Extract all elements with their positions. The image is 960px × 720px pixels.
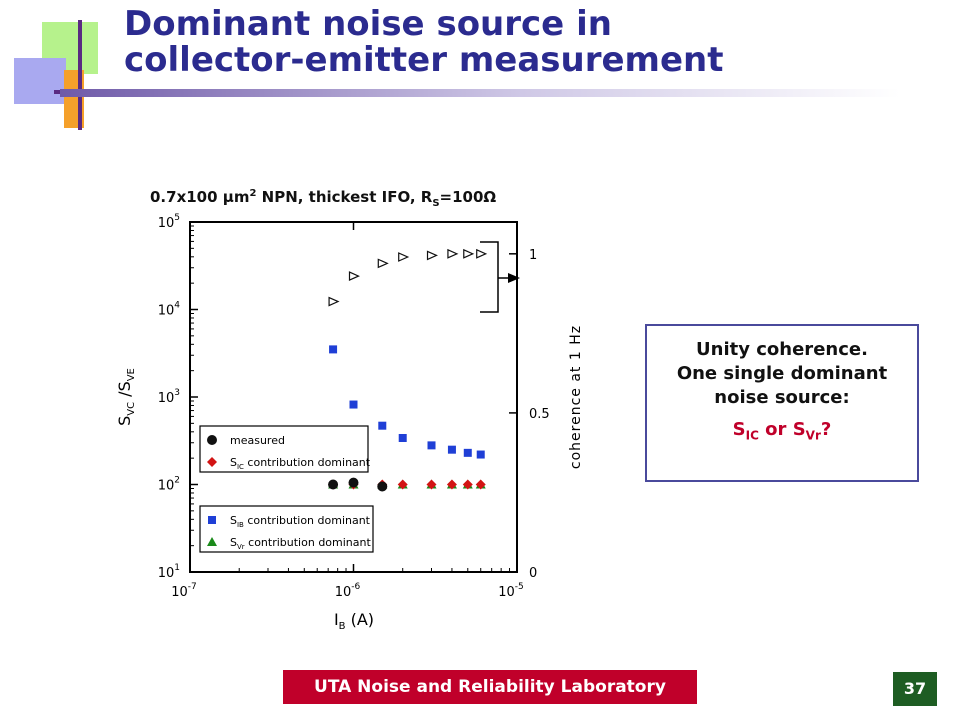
data-point-triangle-right bbox=[426, 250, 438, 261]
slide-title-line2: collector-emitter measurement bbox=[124, 40, 724, 80]
coherence-arrow-head bbox=[508, 273, 520, 283]
corner-decoration bbox=[0, 0, 120, 140]
data-point-square bbox=[378, 421, 387, 430]
y-axis-label-left: SVC /SVE bbox=[115, 368, 137, 426]
data-point-triangle-right bbox=[348, 271, 360, 282]
data-point-diamond bbox=[397, 479, 408, 490]
info-line3: noise source: bbox=[714, 387, 850, 408]
info-box: Unity coherence. One single dominant noi… bbox=[645, 324, 919, 482]
data-point-triangle-right bbox=[463, 248, 475, 259]
info-line2: One single dominant bbox=[676, 363, 888, 384]
legend-marker-diamond bbox=[207, 457, 217, 467]
y-tick-label: 102 bbox=[158, 476, 180, 494]
footer-lab-name: UTA Noise and Reliability Laboratory bbox=[283, 670, 697, 704]
info-question: SIC or SVr? bbox=[732, 419, 832, 443]
coherence-bracket bbox=[480, 241, 499, 313]
chart-title-mid: NPN, thickest IFO, R bbox=[256, 188, 433, 206]
chart-title-sub: S bbox=[432, 198, 440, 209]
data-point-square bbox=[463, 448, 472, 457]
y-axis-label-right: coherence at 1 Hz bbox=[568, 325, 584, 469]
x-tick-label: 10-5 bbox=[498, 582, 524, 600]
y2-tick-label: 0 bbox=[529, 566, 537, 581]
y-tick-label: 101 bbox=[158, 563, 180, 581]
title-underline bbox=[60, 89, 900, 97]
x-tick-label: 10-6 bbox=[335, 582, 361, 600]
slide-title: Dominant noise source in collector-emitt… bbox=[124, 6, 723, 78]
data-point-diamond bbox=[475, 479, 486, 490]
data-point-circle bbox=[348, 477, 359, 488]
legend-label: measured bbox=[230, 434, 285, 447]
slide-title-line1: Dominant noise source in bbox=[124, 4, 612, 44]
y2-tick-label: 1 bbox=[529, 248, 537, 263]
data-point-diamond bbox=[426, 479, 437, 490]
legend-bottom bbox=[199, 505, 374, 553]
chart-title-post: =100Ω bbox=[439, 188, 497, 206]
data-point-square bbox=[398, 433, 407, 442]
data-point-triangle-right bbox=[377, 258, 389, 269]
legend-marker-triangle-up bbox=[207, 537, 217, 546]
data-point-circle bbox=[377, 481, 388, 492]
data-point-diamond bbox=[446, 479, 457, 490]
chart-title: 0.7x100 µm2 NPN, thickest IFO, RS=100Ω bbox=[150, 188, 496, 209]
data-point-triangle-right bbox=[328, 296, 340, 307]
data-point-triangle-right bbox=[398, 252, 410, 262]
data-point-circle bbox=[328, 479, 339, 490]
data-point-square bbox=[329, 345, 338, 354]
data-point-square bbox=[349, 400, 358, 409]
data-point-triangle-right bbox=[476, 248, 488, 259]
y-tick-label: 103 bbox=[158, 388, 180, 406]
legend-label: SIB contribution dominant bbox=[230, 514, 371, 529]
y-tick-label: 105 bbox=[158, 213, 180, 231]
chart-title-pre: 0.7x100 µm bbox=[150, 188, 250, 206]
chart-title-sup: 2 bbox=[249, 188, 257, 199]
page-number: 37 bbox=[893, 672, 937, 706]
x-tick-label: 10-7 bbox=[171, 582, 197, 600]
info-line1: Unity coherence. bbox=[696, 339, 868, 360]
data-point-square bbox=[427, 441, 436, 450]
y2-tick-label: 0.5 bbox=[529, 407, 550, 422]
legend-top bbox=[199, 425, 369, 473]
data-point-square bbox=[476, 450, 485, 459]
x-axis-label: IB (A) bbox=[334, 610, 374, 632]
legend-marker-circle bbox=[207, 435, 217, 445]
y-tick-label: 104 bbox=[158, 301, 181, 319]
legend-marker-square bbox=[208, 516, 216, 524]
data-point-diamond bbox=[462, 479, 473, 490]
data-point-triangle-right bbox=[447, 248, 459, 259]
data-point-square bbox=[447, 445, 456, 454]
legend-label: SIC contribution dominant bbox=[230, 456, 371, 471]
legend-label: SVr contribution dominant bbox=[230, 536, 371, 551]
